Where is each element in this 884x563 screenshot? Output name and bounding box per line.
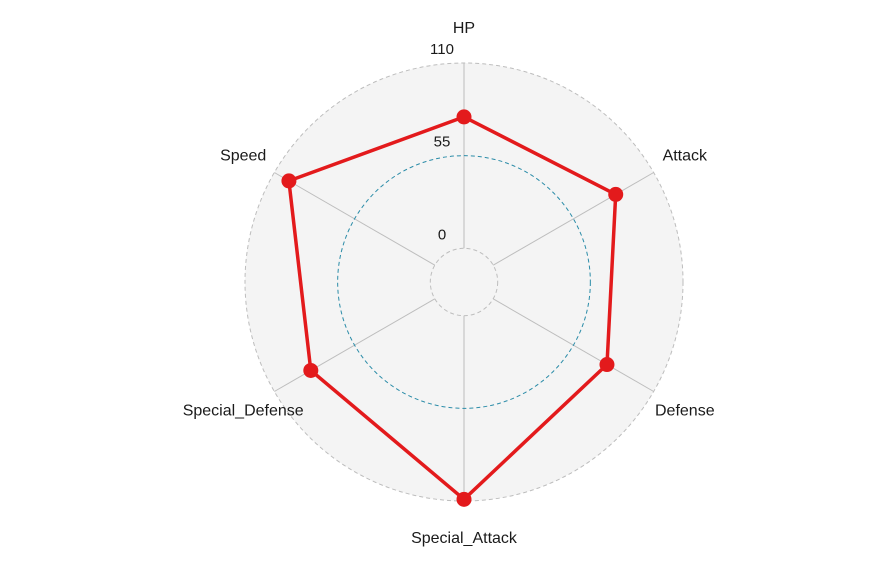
radial-tick-labels: 0 55 110 <box>430 41 454 243</box>
axis-label-speed: Speed <box>220 148 266 165</box>
axis-label-hp: HP <box>453 20 475 37</box>
grid-ring-0 <box>429 247 499 317</box>
axis-label-special-attack: Special_Attack <box>411 530 518 547</box>
tick-label-110: 110 <box>430 41 454 58</box>
axis-label-special-defense: Special_Defense <box>183 403 304 420</box>
grid-ring-55 <box>337 155 591 409</box>
tick-label-0: 0 <box>438 226 446 243</box>
data-point-defense <box>599 357 615 373</box>
axis-labels: HP Attack Defense Special_Attack Special_Def… <box>183 20 715 547</box>
spoke-attack <box>492 172 654 266</box>
tick-label-55: 55 <box>434 134 451 151</box>
data-point-speed <box>281 173 297 189</box>
data-point-attack <box>608 186 624 202</box>
data-point-special-attack <box>456 491 472 507</box>
data-point-hp <box>456 109 472 125</box>
radar-series <box>281 109 624 507</box>
data-point-special-defense <box>303 362 319 378</box>
axis-label-defense: Defense <box>655 403 715 420</box>
axis-label-attack: Attack <box>663 148 708 165</box>
